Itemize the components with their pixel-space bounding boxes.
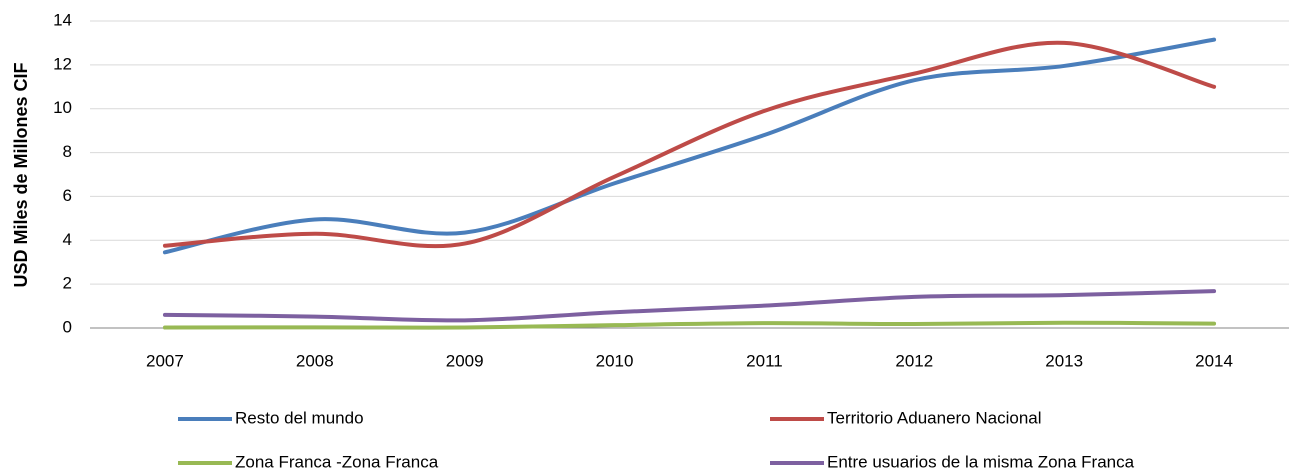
- y-tick-label: 6: [63, 186, 72, 205]
- x-tick-label: 2010: [596, 351, 634, 370]
- x-tick-label: 2011: [746, 351, 783, 370]
- y-tick-label: 12: [53, 54, 72, 73]
- x-tick-label: 2014: [1195, 351, 1233, 370]
- x-tick-label: 2007: [146, 351, 184, 370]
- y-tick-label: 14: [53, 10, 72, 29]
- x-tick-label: 2012: [895, 351, 933, 370]
- y-tick-label: 2: [63, 274, 72, 293]
- y-tick-label: 4: [63, 230, 72, 249]
- series-line: [162, 289, 1217, 323]
- legend-label: Entre usuarios de la misma Zona Franca: [827, 452, 1135, 471]
- series-line: [162, 37, 1217, 255]
- y-tick-label: 0: [63, 317, 72, 336]
- legend-label: Zona Franca -Zona Franca: [235, 452, 439, 471]
- y-tick-label: 8: [63, 142, 72, 161]
- x-tick-label: 2013: [1045, 351, 1083, 370]
- x-tick-label: 2009: [446, 351, 484, 370]
- series-line: [162, 320, 1217, 330]
- series-line: [162, 40, 1217, 249]
- legend-label: Territorio Aduanero Nacional: [827, 408, 1042, 427]
- y-axis-label: USD Miles de Millones CIF: [11, 62, 31, 287]
- legend-label: Resto del mundo: [235, 408, 364, 427]
- y-tick-label: 10: [53, 98, 72, 117]
- x-tick-label: 2008: [296, 351, 334, 370]
